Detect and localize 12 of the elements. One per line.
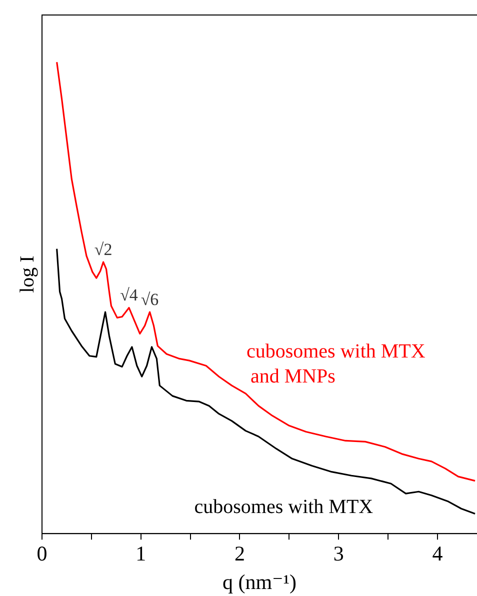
x-tick-label: 3 [333,542,344,566]
x-axis-title: q (nm⁻¹) [222,570,296,594]
annotation: √2 [94,240,112,260]
y-axis-title: log I [16,256,38,293]
annotation: √6 [140,290,159,309]
x-tick-label: 0 [36,542,48,566]
series-label: cubosomes with MTX and MNPs [246,340,426,388]
annotation: √4 [120,286,138,305]
series-label: cubosomes with MTX [194,496,374,518]
x-tick-label: 4 [432,542,444,566]
x-tick-label: 1 [136,542,146,566]
x-tick-label: 2 [234,542,245,566]
